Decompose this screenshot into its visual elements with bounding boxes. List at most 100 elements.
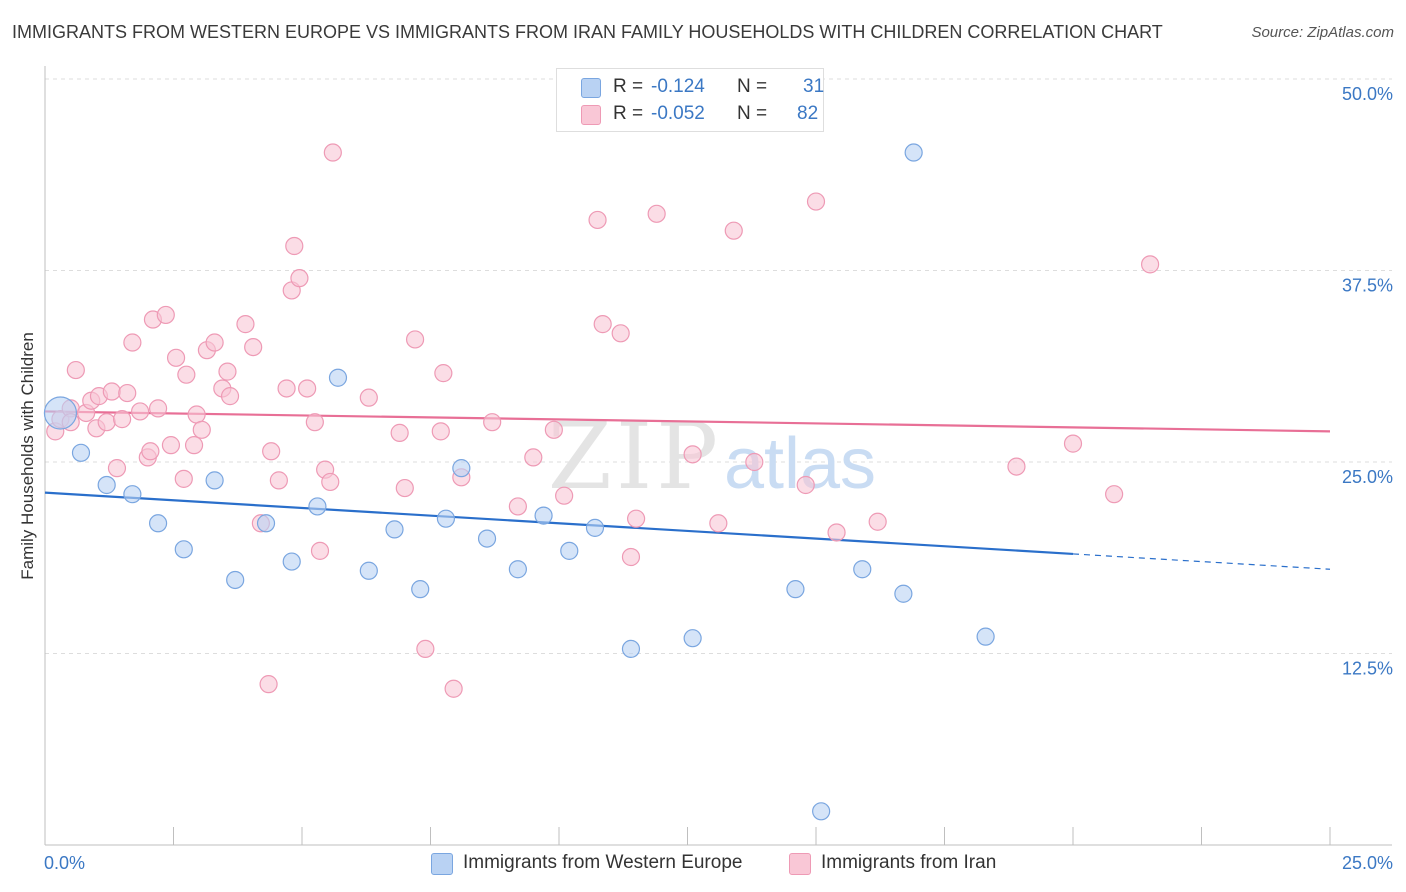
data-point-western-europe <box>328 368 348 387</box>
data-point-iran <box>192 420 211 439</box>
data-point-iran <box>709 514 728 533</box>
data-point-iran <box>174 469 193 488</box>
data-point-iran <box>611 324 630 343</box>
data-point-western-europe <box>534 506 553 525</box>
data-point-iran <box>683 445 702 464</box>
bottom-legend-swatch-blue <box>431 853 453 875</box>
data-point-western-europe <box>683 629 702 648</box>
data-point-iran <box>434 364 453 383</box>
trend-line-extension-western-europe <box>1072 553 1331 570</box>
legend-n-value: 82 <box>797 103 819 124</box>
legend-r-value: -0.052 <box>651 103 705 124</box>
data-point-iran <box>259 675 278 694</box>
data-point-iran <box>390 423 409 442</box>
legend-swatch-blue <box>581 78 601 98</box>
y-tick-label: 12.5% <box>1342 659 1393 679</box>
legend-n-label: N = <box>737 103 768 124</box>
data-point-western-europe <box>976 627 995 646</box>
data-point-iran <box>359 388 378 407</box>
data-point-western-europe <box>71 443 91 462</box>
data-point-western-europe <box>585 518 605 537</box>
data-point-iran <box>97 413 116 432</box>
data-point-western-europe <box>123 485 142 504</box>
data-point-western-europe <box>308 497 327 516</box>
data-point-iran <box>112 410 132 429</box>
bottom-legend-swatch-pink <box>789 853 811 875</box>
axis-layer: 12.5% 25.0% 37.5% 50.0% 0.0% 25.0% <box>44 66 1393 873</box>
data-point-iran <box>107 459 127 478</box>
bottom-legend-label: Immigrants from Iran <box>821 852 997 873</box>
data-point-iran <box>220 387 240 406</box>
data-point-iran <box>66 360 85 380</box>
data-point-iran <box>395 478 414 498</box>
legend-r-value: -0.124 <box>651 76 705 97</box>
data-point-iran <box>123 333 142 352</box>
data-point-western-europe <box>853 560 872 579</box>
trend-line-western-europe <box>44 491 1074 556</box>
data-point-western-europe <box>174 540 193 559</box>
data-point-iran <box>588 210 607 230</box>
data-point-iran <box>166 348 186 367</box>
data-point-iran <box>1007 457 1026 476</box>
data-point-western-europe <box>621 639 641 659</box>
data-point-western-europe <box>508 560 527 579</box>
data-point-western-europe <box>148 514 168 533</box>
data-point-iran <box>187 405 206 424</box>
data-point-iran <box>269 471 288 490</box>
data-point-western-europe <box>786 580 805 599</box>
data-point-iran <box>102 382 121 401</box>
data-point-iran <box>508 497 527 516</box>
data-point-western-europe <box>411 580 430 599</box>
data-point-iran <box>431 422 450 441</box>
data-point-iran <box>621 547 641 567</box>
data-point-iran <box>745 452 764 472</box>
data-point-western-europe <box>894 584 913 603</box>
data-point-iran <box>1140 255 1160 274</box>
data-point-iran <box>177 365 196 384</box>
data-point-iran <box>724 221 743 240</box>
y-tick-label: 25.0% <box>1342 467 1393 487</box>
y-tick-label: 50.0% <box>1342 84 1393 104</box>
data-point-iran <box>130 402 150 421</box>
legend-n-value: 31 <box>803 76 825 97</box>
data-point-iran <box>626 509 646 528</box>
data-point-iran <box>244 338 263 357</box>
data-point-iran <box>323 143 342 162</box>
data-point-iran <box>285 236 304 256</box>
data-point-iran <box>218 362 237 381</box>
data-point-iran <box>148 399 168 418</box>
data-point-western-europe <box>226 570 245 590</box>
legend-r-label: R = <box>613 76 644 97</box>
data-point-iran <box>483 413 502 432</box>
data-point-western-europe <box>385 520 404 539</box>
data-point-iran <box>290 269 309 288</box>
data-point-western-europe <box>452 459 471 478</box>
data-point-iran <box>593 315 612 334</box>
data-point-iran <box>796 475 815 495</box>
data-point-western-europe <box>904 143 923 162</box>
data-point-iran <box>806 192 826 211</box>
data-point-iran <box>236 315 255 334</box>
data-point-iran <box>827 523 846 542</box>
data-point-western-europe <box>560 541 579 560</box>
y-tick-label: 37.5% <box>1342 276 1393 296</box>
grid-layer <box>45 78 1392 654</box>
data-point-western-europe <box>812 802 831 821</box>
data-point-iran <box>310 541 330 560</box>
data-point-iran <box>444 679 463 698</box>
data-point-western-europe <box>97 475 116 495</box>
trend-line-iran <box>44 410 1331 433</box>
data-point-iran <box>118 383 137 403</box>
data-point-iran <box>868 512 887 531</box>
data-point-iran <box>1105 485 1124 504</box>
data-point-iran <box>321 472 340 492</box>
data-point-iran <box>184 436 204 455</box>
data-point-iran <box>416 639 435 659</box>
source-credit: Source: ZipAtlas.com <box>1251 24 1394 41</box>
data-point-iran <box>544 420 563 439</box>
legend-n-label: N = <box>737 76 768 97</box>
data-point-western-europe <box>477 529 497 548</box>
data-point-iran <box>405 330 425 349</box>
chart-title: IMMIGRANTS FROM WESTERN EUROPE VS IMMIGR… <box>12 22 1163 42</box>
data-point-iran <box>305 413 324 432</box>
